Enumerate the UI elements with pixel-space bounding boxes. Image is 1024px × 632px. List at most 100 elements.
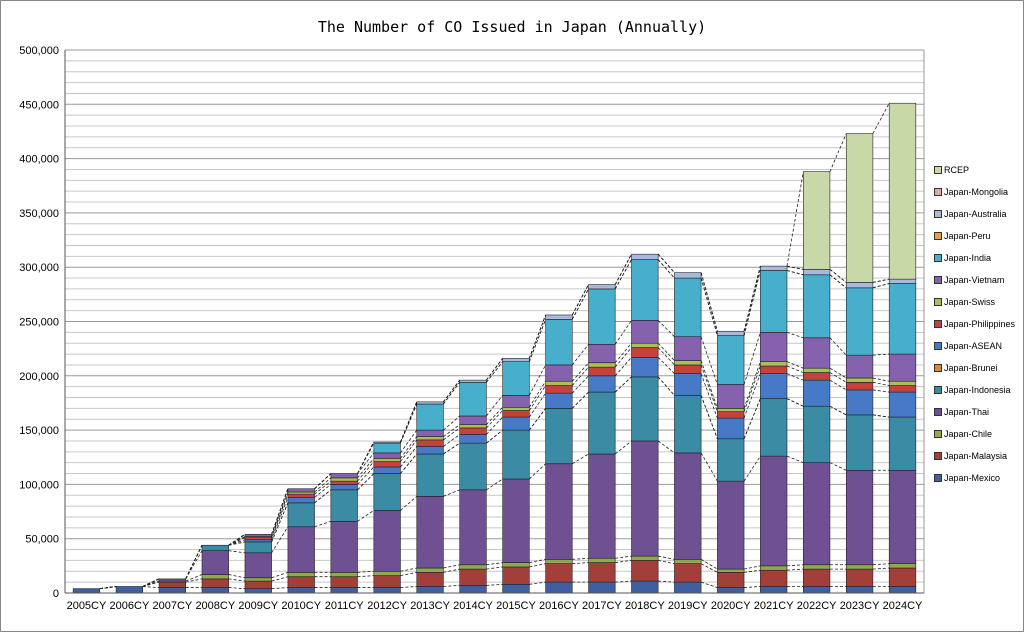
bar-japan-mexico: [545, 581, 573, 594]
legend-label: Japan-Mexico: [944, 473, 1001, 483]
connector-line: [357, 473, 375, 491]
connector-line: [486, 562, 503, 566]
connector-line: [743, 565, 761, 570]
connector-line: [743, 365, 761, 412]
connector-line: [142, 586, 160, 588]
bar-japan-indonesia: [244, 541, 272, 554]
legend-label: Japan-Brunei: [944, 363, 998, 373]
connector-line: [443, 434, 460, 447]
legend-item: Japan-Mongolia: [934, 186, 1018, 208]
bar-japan-thai: [287, 526, 315, 573]
legend-swatch: [934, 342, 942, 350]
bar-japan-philippines: [287, 493, 315, 498]
connector-line: [443, 379, 461, 403]
bar-japan-indonesia: [803, 405, 831, 463]
bar-japan-vietnam: [803, 337, 831, 369]
connector-line: [443, 568, 460, 573]
connector-line: [443, 427, 460, 441]
axes: [64, 50, 925, 594]
connector-line: [872, 283, 890, 289]
connector-line: [786, 365, 804, 373]
bar-japan-philippines: [631, 347, 659, 358]
legend-item: Japan-Peru: [934, 230, 1018, 252]
connector-line: [271, 587, 288, 590]
y-tick-label: 150,000: [19, 425, 59, 437]
bar-japan-malaysia: [717, 572, 745, 588]
bar-japan-malaysia: [631, 560, 659, 582]
connector-line: [357, 458, 375, 479]
bar-japan-philippines: [760, 365, 788, 374]
connector-line: [700, 360, 718, 409]
connector-line: [571, 391, 589, 409]
x-tick-label: 2007CY: [152, 600, 192, 612]
bar-japan-mexico: [201, 587, 229, 594]
bar-japan-mexico: [373, 587, 401, 594]
bar-japan-philippines: [803, 372, 831, 381]
bar-japan-chile: [588, 557, 616, 563]
bar-japan-philippines: [545, 385, 573, 394]
bar-japan-india: [888, 283, 917, 355]
connector-line: [185, 578, 203, 583]
connector-line: [829, 269, 847, 283]
x-tick-label: 2006CY: [110, 600, 150, 612]
bar-japan-mexico: [631, 580, 659, 594]
connector-line: [314, 489, 332, 504]
bar-japan-indonesia: [717, 438, 745, 482]
legend-swatch: [934, 452, 942, 460]
bar-japan-australia: [717, 330, 745, 336]
legend-label: Japan-Thai: [944, 407, 990, 417]
legend-item: RCEP: [934, 164, 1018, 186]
connector-line: [314, 477, 332, 493]
connector-line: [829, 133, 847, 172]
bar-japan-indonesia: [845, 414, 874, 471]
bar-japan-vietnam: [888, 353, 917, 382]
bar-japan-asean: [760, 373, 788, 399]
connector-line: [400, 401, 418, 443]
connector-line: [743, 266, 761, 332]
connector-line: [829, 367, 847, 379]
connector-line: [357, 575, 374, 578]
bar-japan-mexico: [502, 584, 530, 594]
y-tick-label: 300,000: [19, 262, 59, 274]
bar-japan-asean: [674, 373, 702, 396]
connector-line: [314, 520, 331, 528]
bar-japan-malaysia: [416, 572, 444, 587]
connector-line: [615, 560, 632, 563]
legend-item: Japan-Chile: [934, 428, 1018, 450]
x-tick-label: 2012CY: [367, 600, 407, 612]
connector-line: [657, 259, 675, 279]
bar-japan-indonesia: [888, 416, 917, 471]
bar-japan-australia: [416, 401, 444, 405]
bar-japan-asean: [888, 391, 917, 418]
legend-item: Japan-Malaysia: [934, 450, 1018, 472]
legend-label: Japan-Australia: [944, 209, 1007, 219]
connector-line: [486, 478, 503, 491]
connector-line: [786, 564, 804, 567]
connector-line: [786, 331, 804, 339]
bar-japan-mexico: [416, 586, 444, 594]
bar-japan-thai: [717, 480, 745, 570]
bar-japan-indonesia: [330, 489, 358, 522]
bar-japan-india: [545, 319, 573, 366]
x-tick-label: 2018CY: [625, 600, 665, 612]
connector-line: [228, 578, 246, 582]
connector-line: [443, 379, 461, 403]
legend-label: Japan-Swiss: [944, 297, 996, 307]
y-tick-label: 100,000: [19, 479, 59, 491]
bar-japan-thai: [158, 578, 186, 582]
bar-japan-swiss: [416, 436, 444, 441]
connector-line: [528, 381, 546, 408]
connector-line: [314, 480, 332, 495]
bar-japan-vietnam: [845, 354, 874, 379]
connector-line: [872, 278, 890, 283]
bar-japan-thai: [588, 453, 616, 559]
connector-line: [743, 373, 761, 419]
connector-line: [700, 563, 718, 573]
connector-line: [571, 362, 589, 382]
bar-japan-india: [416, 403, 444, 431]
bar-japan-australia: [631, 253, 659, 260]
connector-line: [700, 452, 718, 482]
connector-line: [743, 398, 761, 439]
bar-japan-swiss: [287, 491, 315, 495]
bar-japan-vietnam: [545, 364, 573, 382]
